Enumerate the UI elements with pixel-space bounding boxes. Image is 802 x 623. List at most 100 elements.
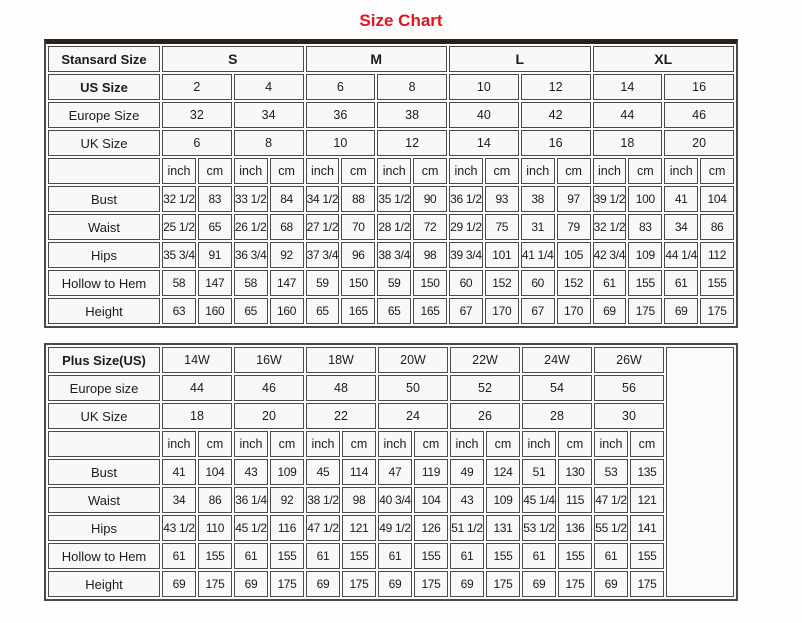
value-cell: 59 bbox=[377, 270, 412, 296]
plus-size-table: Plus Size(US) 14W 16W 18W 20W 22W 24W 26… bbox=[44, 343, 738, 601]
value-cell: 59 bbox=[305, 270, 340, 296]
value-cell: 38 3/4 bbox=[377, 242, 412, 268]
value-cell: 61 bbox=[450, 543, 484, 569]
empty-corner-cell bbox=[48, 158, 160, 184]
value-cell: 90 bbox=[413, 186, 447, 212]
table-row: Bust 32 1/2 83 33 1/2 84 34 1/2 88 35 1/… bbox=[48, 186, 734, 212]
table-row: Hips 35 3/4 91 36 3/4 92 37 3/4 96 38 3/… bbox=[48, 242, 734, 268]
value-cell: 27 1/2 bbox=[305, 214, 340, 240]
row-label: Hips bbox=[48, 242, 160, 268]
value-cell: 70 bbox=[341, 214, 376, 240]
value-cell: 32 1/2 bbox=[162, 186, 196, 212]
value-cell: 175 bbox=[558, 571, 592, 597]
value-cell: 69 bbox=[306, 571, 340, 597]
value-cell: 110 bbox=[198, 515, 232, 541]
value-cell: 152 bbox=[556, 270, 591, 296]
value-cell: 44 1/4 bbox=[664, 242, 699, 268]
value-cell: 160 bbox=[269, 298, 304, 324]
value-cell: 98 bbox=[342, 487, 376, 513]
table-row: Height 69 175 69 175 69 175 69 175 69 17… bbox=[48, 571, 734, 597]
unit-inch-cell: inch bbox=[233, 158, 268, 184]
value-cell: 109 bbox=[270, 459, 304, 485]
size-chart-page: Size Chart Stansard Size S M L XL US Siz… bbox=[0, 11, 802, 601]
size-value-cell: 18 bbox=[162, 403, 232, 429]
value-cell: 92 bbox=[270, 487, 304, 513]
value-cell: 93 bbox=[484, 186, 519, 212]
value-cell: 69 bbox=[664, 298, 699, 324]
size-value-cell: 46 bbox=[234, 375, 304, 401]
size-value-cell: 32 bbox=[162, 102, 232, 128]
value-cell: 141 bbox=[630, 515, 664, 541]
value-cell: 155 bbox=[414, 543, 448, 569]
value-cell: 31 bbox=[520, 214, 555, 240]
unit-cm-cell: cm bbox=[341, 158, 376, 184]
unit-inch-cell: inch bbox=[664, 158, 699, 184]
size-value-cell: 14 bbox=[592, 74, 663, 100]
unit-inch-cell: inch bbox=[449, 158, 483, 184]
value-cell: 43 bbox=[234, 459, 268, 485]
value-cell: 115 bbox=[558, 487, 592, 513]
value-cell: 98 bbox=[413, 242, 447, 268]
value-cell: 49 1/2 bbox=[378, 515, 412, 541]
unit-inch-cell: inch bbox=[520, 158, 555, 184]
unit-cm-cell: cm bbox=[556, 158, 591, 184]
table-row: UK Size 6 8 10 12 14 16 18 20 bbox=[48, 130, 734, 156]
size-group-cell: L bbox=[449, 46, 591, 72]
value-cell: 155 bbox=[630, 543, 664, 569]
value-cell: 58 bbox=[162, 270, 196, 296]
size-value-cell: 44 bbox=[592, 102, 663, 128]
value-cell: 126 bbox=[414, 515, 448, 541]
size-value-cell: 8 bbox=[377, 74, 447, 100]
value-cell: 175 bbox=[270, 571, 304, 597]
value-cell: 58 bbox=[233, 270, 268, 296]
value-cell: 155 bbox=[198, 543, 232, 569]
table-row: Height 63 160 65 160 65 165 65 165 67 17… bbox=[48, 298, 734, 324]
empty-cell bbox=[666, 347, 734, 597]
value-cell: 150 bbox=[341, 270, 376, 296]
size-value-cell: 52 bbox=[450, 375, 520, 401]
size-group-cell: 26W bbox=[594, 347, 664, 373]
unit-cm-cell: cm bbox=[486, 431, 520, 457]
value-cell: 51 1/2 bbox=[450, 515, 484, 541]
value-cell: 109 bbox=[486, 487, 520, 513]
size-group-cell: 18W bbox=[306, 347, 376, 373]
size-group-cell: 14W bbox=[162, 347, 232, 373]
size-group-cell: 24W bbox=[522, 347, 592, 373]
size-value-cell: 56 bbox=[594, 375, 664, 401]
value-cell: 84 bbox=[269, 186, 304, 212]
value-cell: 170 bbox=[484, 298, 519, 324]
value-cell: 67 bbox=[449, 298, 483, 324]
unit-cm-cell: cm bbox=[342, 431, 376, 457]
value-cell: 175 bbox=[700, 298, 734, 324]
value-cell: 67 bbox=[520, 298, 555, 324]
value-cell: 47 1/2 bbox=[594, 487, 628, 513]
value-cell: 104 bbox=[414, 487, 448, 513]
table-row: Stansard Size S M L XL bbox=[48, 46, 734, 72]
size-group-cell: 22W bbox=[450, 347, 520, 373]
value-cell: 41 bbox=[664, 186, 699, 212]
unit-cm-cell: cm bbox=[414, 431, 448, 457]
size-group-cell: S bbox=[162, 46, 304, 72]
empty-corner-cell bbox=[48, 431, 160, 457]
value-cell: 119 bbox=[414, 459, 448, 485]
row-label: Europe size bbox=[48, 375, 160, 401]
row-label: Height bbox=[48, 298, 160, 324]
page-title: Size Chart bbox=[359, 11, 443, 30]
unit-cm-cell: cm bbox=[197, 158, 232, 184]
unit-inch-cell: inch bbox=[306, 431, 340, 457]
unit-inch-cell: inch bbox=[592, 158, 627, 184]
plus-size-corner-cell: Plus Size(US) bbox=[48, 347, 160, 373]
value-cell: 25 1/2 bbox=[162, 214, 196, 240]
size-group-cell: M bbox=[305, 46, 447, 72]
size-value-cell: 26 bbox=[450, 403, 520, 429]
unit-cm-cell: cm bbox=[484, 158, 519, 184]
unit-inch-cell: inch bbox=[234, 431, 268, 457]
value-cell: 109 bbox=[628, 242, 663, 268]
row-label: Bust bbox=[48, 459, 160, 485]
value-cell: 26 1/2 bbox=[233, 214, 268, 240]
value-cell: 100 bbox=[628, 186, 663, 212]
value-cell: 28 1/2 bbox=[377, 214, 412, 240]
value-cell: 35 3/4 bbox=[162, 242, 196, 268]
value-cell: 75 bbox=[484, 214, 519, 240]
size-value-cell: 22 bbox=[306, 403, 376, 429]
